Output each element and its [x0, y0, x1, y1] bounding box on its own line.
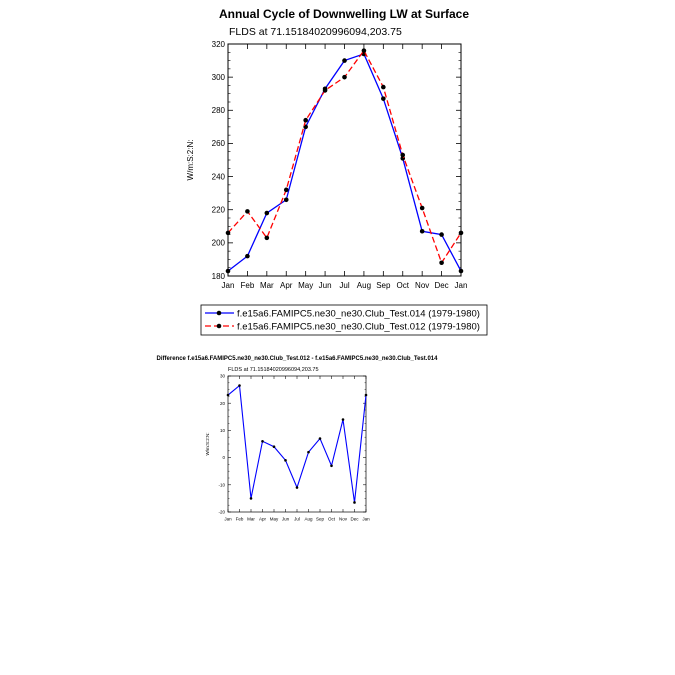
- y-tick-label: 200: [212, 239, 226, 248]
- x-tick-label: Jun: [282, 517, 290, 522]
- data-point: [322, 88, 328, 93]
- x-tick-label: Jun: [319, 281, 332, 290]
- chart1-subtitle: FLDS at 71.15184020996094,203.75: [229, 26, 402, 38]
- chart1-legend: f.e15a6.FAMIPC5.ne30_ne30.Club_Test.014 …: [200, 304, 488, 336]
- y-tick-label: 240: [212, 172, 226, 181]
- data-point: [342, 58, 347, 63]
- x-tick-label: Oct: [328, 517, 336, 522]
- y-tick-label: 20: [220, 401, 226, 406]
- data-point: [307, 450, 310, 454]
- legend-label-1: f.e15a6.FAMIPC5.ne30_ne30.Club_Test.014 …: [237, 309, 480, 320]
- data-point: [364, 393, 368, 397]
- x-tick-label: Feb: [236, 517, 244, 522]
- chart2-title: Difference f.e15a6.FAMIPC5.ne30_ne30.Clu…: [157, 356, 439, 362]
- y-tick-label: 300: [212, 73, 226, 82]
- x-tick-label: Apr: [259, 517, 267, 522]
- data-point: [245, 253, 250, 259]
- data-point: [400, 152, 406, 158]
- chart1-title: Annual Cycle of Downwelling LW at Surfac…: [219, 7, 469, 21]
- x-tick-label: May: [298, 281, 313, 290]
- x-tick-label: Aug: [304, 517, 313, 522]
- data-point: [341, 418, 345, 421]
- x-tick-label: Dec: [350, 517, 359, 522]
- data-point: [353, 501, 356, 504]
- data-point: [245, 209, 250, 214]
- data-point: [295, 486, 299, 489]
- data-point: [272, 445, 276, 449]
- data-point: [283, 187, 289, 193]
- chart1-y-axis-label: W/m:S:2:N:: [186, 140, 195, 181]
- x-tick-label: Apr: [280, 281, 293, 290]
- data-point: [381, 96, 386, 101]
- x-tick-label: Jan: [455, 281, 468, 290]
- x-tick-label: Jul: [294, 517, 300, 522]
- x-tick-label: Dec: [434, 281, 448, 290]
- x-tick-label: Jan: [362, 517, 370, 522]
- x-tick-label: Nov: [415, 281, 429, 290]
- y-tick-label: 280: [212, 106, 226, 115]
- x-tick-label: Nov: [339, 517, 348, 522]
- data-point: [318, 437, 322, 440]
- x-tick-label: Jul: [339, 281, 349, 290]
- y-tick-label: 10: [220, 428, 226, 433]
- data-point: [419, 228, 425, 234]
- y-tick-label: 180: [212, 272, 226, 281]
- x-tick-label: Mar: [247, 517, 255, 522]
- series-line-1: [227, 384, 367, 503]
- data-point: [419, 205, 425, 211]
- data-point: [264, 235, 270, 241]
- data-point: [458, 268, 464, 274]
- x-tick-label: Mar: [260, 281, 274, 290]
- series-line-1: [227, 53, 462, 272]
- y-tick-label: 30: [220, 374, 226, 379]
- data-point: [225, 268, 231, 274]
- data-point: [225, 230, 231, 236]
- data-point: [264, 210, 270, 216]
- data-point: [303, 117, 308, 123]
- series-line-2: [227, 49, 462, 265]
- y-tick-label: 260: [212, 139, 226, 148]
- x-tick-label: Sep: [316, 517, 325, 522]
- chart1-plot: 180 200 220 240 260 280 300 320 Jan Feb Mar Apr May J…: [212, 40, 468, 290]
- data-point: [249, 497, 253, 500]
- x-tick-label: Jan: [224, 517, 232, 522]
- y-tick-label: 320: [212, 40, 226, 49]
- x-tick-label: Oct: [397, 281, 410, 290]
- data-point: [439, 232, 444, 237]
- data-point: [458, 230, 464, 236]
- plot-frame: [227, 375, 367, 513]
- legend-marker-2: [216, 323, 222, 329]
- legend-frame: [200, 304, 488, 336]
- chart2-plot: -20 -10 0 10 20 30 Jan Feb Mar Apr May Jun Jul Aug Sep…: [218, 374, 370, 522]
- x-tick-label: Aug: [357, 281, 371, 290]
- data-point: [361, 48, 367, 53]
- data-point: [330, 464, 333, 468]
- data-point: [439, 260, 444, 266]
- data-point: [381, 84, 386, 90]
- legend-label-2: f.e15a6.FAMIPC5.ne30_ne30.Club_Test.012 …: [237, 322, 480, 333]
- x-tick-label: Jan: [222, 281, 235, 290]
- x-tick-label: Sep: [376, 281, 391, 290]
- data-point: [342, 74, 347, 80]
- y-tick-label: -20: [218, 510, 225, 515]
- data-point: [283, 197, 289, 203]
- data-point: [226, 393, 230, 397]
- chart2-y-axis-label: W/m:S:2:N:: [205, 432, 210, 455]
- data-point: [284, 459, 287, 462]
- legend-marker-1: [216, 310, 222, 316]
- y-tick-label: 220: [212, 206, 226, 215]
- chart2-subtitle: FLDS at 71.15184020996094,203.75: [228, 367, 319, 373]
- data-point: [261, 439, 264, 443]
- y-tick-label: 0: [222, 455, 225, 460]
- y-tick-label: -10: [218, 482, 225, 487]
- x-tick-label: Feb: [241, 281, 255, 290]
- data-point: [238, 384, 241, 387]
- x-tick-label: May: [270, 517, 279, 522]
